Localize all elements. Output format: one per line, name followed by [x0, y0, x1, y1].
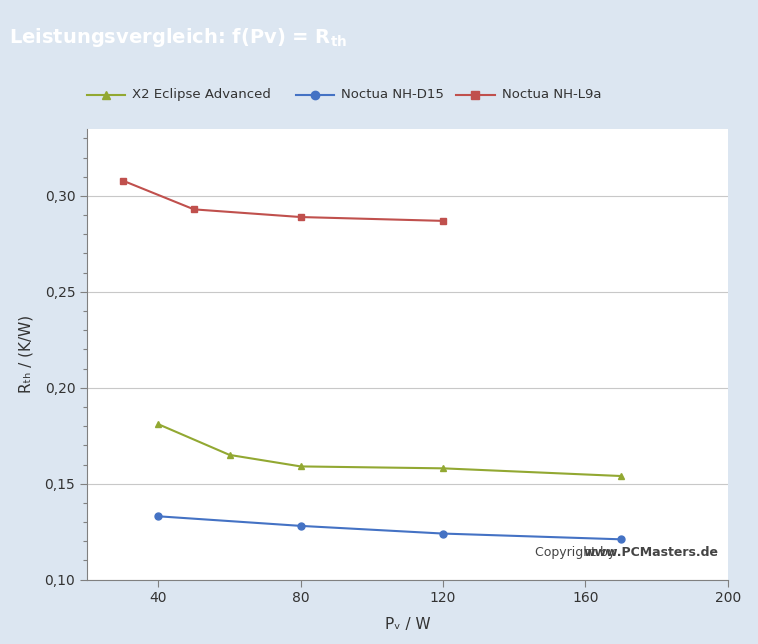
Text: Copyright by: Copyright by [534, 546, 619, 559]
Text: Noctua NH-D15: Noctua NH-D15 [341, 88, 444, 102]
Text: Leistungsvergleich: f(Pv) = R$_{\mathregular{th}}$: Leistungsvergleich: f(Pv) = R$_{\mathreg… [9, 26, 347, 49]
Text: www.PCMasters.de: www.PCMasters.de [583, 546, 718, 559]
Text: X2 Eclipse Advanced: X2 Eclipse Advanced [132, 88, 271, 102]
X-axis label: Pᵥ / W: Pᵥ / W [384, 616, 431, 632]
Text: Noctua NH-L9a: Noctua NH-L9a [502, 88, 601, 102]
Y-axis label: Rₜₕ / (K/W): Rₜₕ / (K/W) [18, 315, 33, 393]
